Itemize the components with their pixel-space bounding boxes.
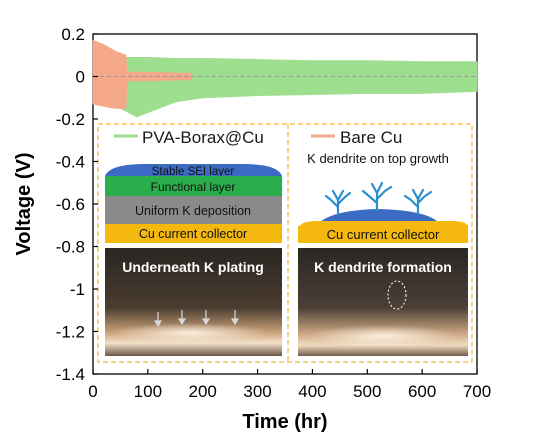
left-photo-caption: Underneath K plating xyxy=(122,259,264,275)
left-photo-glow xyxy=(110,323,270,343)
x-tick-label: 0 xyxy=(88,382,97,401)
x-tick-label: 300 xyxy=(243,382,271,401)
y-tick-label: -0.4 xyxy=(56,153,85,172)
x-tick-label: 500 xyxy=(353,382,381,401)
y-tick-label: -0.8 xyxy=(56,238,85,257)
x-tick-label: 200 xyxy=(189,382,217,401)
cu-collector-left-label: Cu current collector xyxy=(139,227,247,241)
inset-panel: PVA-Borax@Cu Bare Cu Stable SEI layer Fu… xyxy=(97,123,473,363)
x-tick-label: 100 xyxy=(134,382,162,401)
sei-layer xyxy=(105,164,282,176)
uniform-k-label: Uniform K deposition xyxy=(135,204,251,218)
x-axis-label: Time (hr) xyxy=(242,411,327,433)
dendrite-highlight xyxy=(387,280,407,310)
y-tick-label: -1.4 xyxy=(56,365,85,384)
plating-arrows xyxy=(153,310,240,328)
y-tick-label: -0.6 xyxy=(56,195,85,214)
y-tick-label: -0.2 xyxy=(56,110,85,129)
uniform-k-layer xyxy=(105,196,282,224)
dendrite-title: K dendrite on top growth xyxy=(307,151,449,166)
legend-label-bare: Bare Cu xyxy=(340,128,402,147)
series-pva-borax-cu-band xyxy=(95,52,478,118)
right-photo-caption: K dendrite formation xyxy=(314,259,452,275)
legend-label-pva: PVA-Borax@Cu xyxy=(142,128,264,147)
y-axis-label: Voltage (V) xyxy=(13,153,35,256)
sei-layer-label: Stable SEI layer xyxy=(152,166,235,178)
functional-layer-label: Functional layer xyxy=(151,180,236,194)
k-deposit-blob xyxy=(320,209,438,222)
cu-collector-left xyxy=(105,224,282,243)
y-tick-label: -1.2 xyxy=(56,323,85,342)
functional-layer xyxy=(105,176,282,196)
series-bare-cu-band xyxy=(92,39,193,109)
cu-collector-right-curve xyxy=(300,221,468,226)
y-tick-label: -1 xyxy=(70,280,85,299)
right-photo-glow xyxy=(308,325,458,347)
series-layer xyxy=(92,39,478,118)
y-tick-label: 0.2 xyxy=(61,25,85,44)
x-tick-label: 700 xyxy=(463,382,491,401)
cu-collector-right-label: Cu current collector xyxy=(327,227,440,242)
y-tick-label: 0 xyxy=(76,68,85,87)
y-axis: 0.2 0 -0.2 -0.4 -0.6 -0.8 -1 -1.2 -1.4 xyxy=(56,25,98,384)
x-axis: 0 100 200 300 400 500 600 700 xyxy=(88,369,491,401)
dendrite-icons xyxy=(324,181,433,216)
x-tick-label: 400 xyxy=(298,382,326,401)
cu-collector-right xyxy=(298,226,468,243)
x-tick-label: 600 xyxy=(408,382,436,401)
